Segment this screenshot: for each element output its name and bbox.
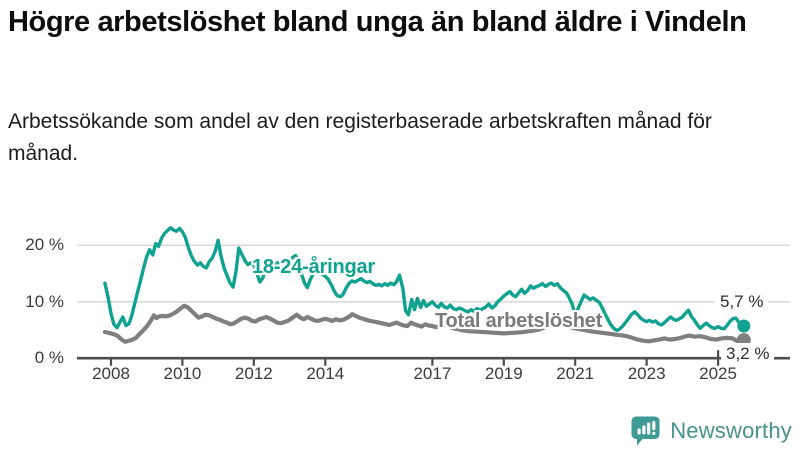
x-tick-label: 2014	[306, 364, 345, 383]
chart-subtitle: Arbetssökande som andel av den registerb…	[8, 110, 712, 165]
y-tick-label: 0 %	[34, 348, 64, 368]
x-axis	[77, 350, 790, 366]
x-tick-label: 2012	[234, 364, 273, 383]
y-tick-label: 20 %	[25, 235, 64, 255]
x-tick-label: 2023	[627, 364, 666, 383]
page-title: Högre arbetslöshet bland unga än bland ä…	[8, 6, 747, 38]
x-tick-label: 2019	[484, 364, 523, 383]
x-tick-label: 2025	[699, 364, 737, 383]
gridlines	[77, 244, 790, 303]
x-tick-label: 2021	[556, 364, 595, 383]
end-value-label-youth: 5,7 %	[715, 291, 769, 312]
newsworthy-logo[interactable]: Newsworthy	[631, 415, 792, 447]
x-tick-label: 2017	[413, 364, 452, 383]
y-tick-label: 10 %	[25, 291, 64, 311]
series-label-youth: 18-24-åringar	[252, 256, 376, 278]
end-value-label-total: 3,2 %	[721, 343, 775, 364]
series-label-total: Total arbetslöshet	[435, 310, 603, 332]
x-tick-label: 2008	[92, 364, 130, 383]
x-tick-label: 2010	[163, 364, 202, 383]
newsworthy-bubble-chart-icon	[631, 415, 661, 447]
newsworthy-logo-text: Newsworthy	[670, 418, 792, 443]
